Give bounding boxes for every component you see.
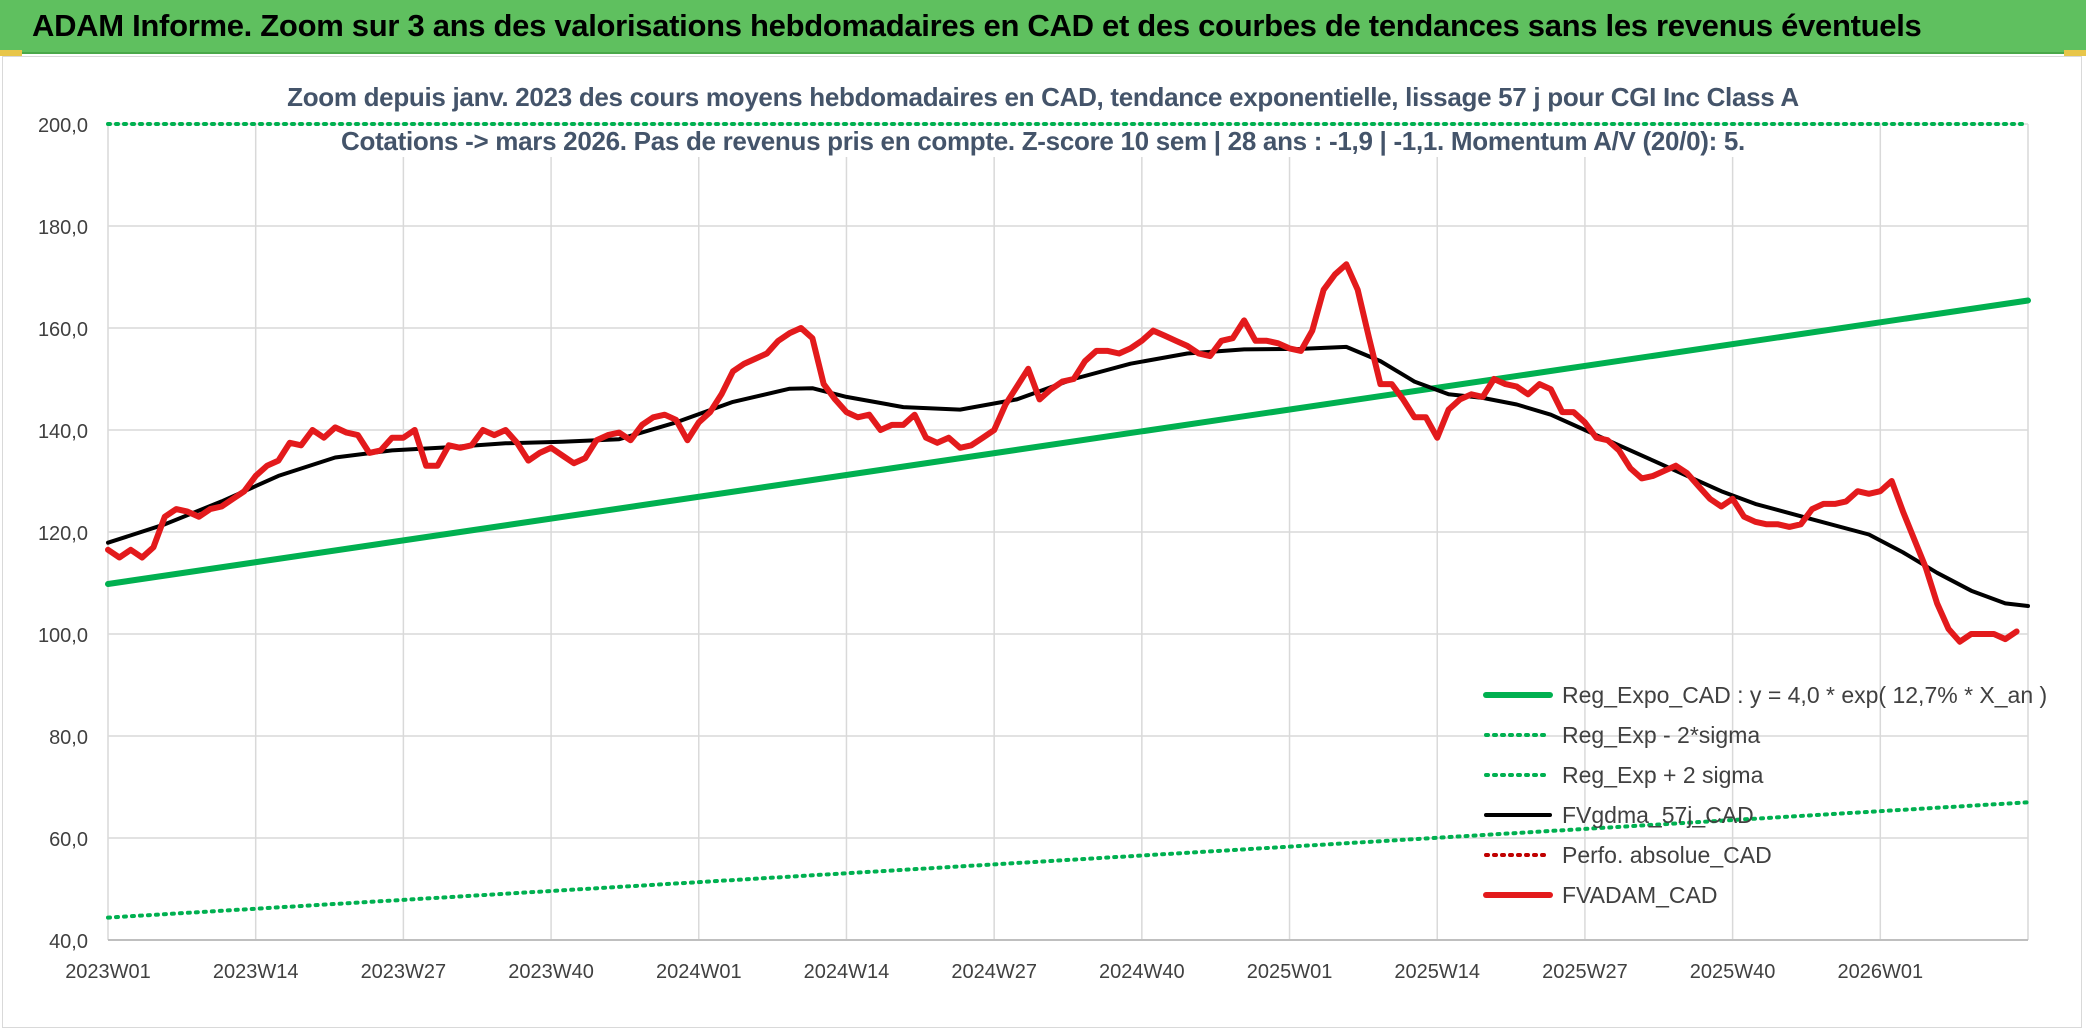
series-layer: [105, 122, 2031, 920]
x-tick-label: 2024W01: [656, 961, 742, 983]
x-tick-label: 2024W40: [1099, 961, 1185, 983]
chart-title-line: Zoom depuis janv. 2023 des cours moyens …: [0, 82, 2086, 113]
x-tick-label: 2023W27: [361, 961, 447, 983]
chart-area-border: [2, 56, 2082, 1028]
x-tick-label: 2025W01: [1247, 961, 1333, 983]
legend: Reg_Expo_CAD : y = 4,0 * exp( 12,7% * X_…: [1483, 682, 2047, 908]
banner-title: ADAM Informe. Zoom sur 3 ans des valoris…: [32, 8, 1922, 43]
series-line-reg-expo-cad-y-4-0-exp-12-7-x-an: [105, 297, 2031, 587]
chart-subtitle-line: Cotations -> mars 2026. Pas de revenus p…: [0, 126, 2086, 157]
axes: 40,0 60,0 80,0 100,0 120,0 140,0 160,0 180,0 200…: [38, 115, 2028, 983]
legend-entry: Reg_Exp - 2*sigma: [1562, 722, 1760, 748]
x-tick-label: 2025W40: [1690, 961, 1776, 983]
banner-corner-mark-left: [0, 50, 22, 56]
x-tick-label: 2023W01: [65, 961, 151, 983]
y-tick-label: 60,0: [49, 829, 88, 851]
y-tick-label: 180,0: [38, 217, 88, 239]
y-tick-label: 80,0: [49, 727, 88, 749]
y-tick-label: 160,0: [38, 319, 88, 341]
y-tick-label: 200,0: [38, 115, 88, 137]
x-tick-label: 2024W14: [804, 961, 890, 983]
x-tick-label: 2026W01: [1837, 961, 1923, 983]
grid: [107, 123, 2029, 941]
legend-entry: Perfo. absolue_CAD: [1562, 842, 1772, 868]
y-tick-label: 100,0: [38, 625, 88, 647]
x-tick-label: 2023W14: [213, 961, 299, 983]
series-line-reg-exp-2-sigma: [106, 800, 2030, 920]
legend-entry: FVgdma_57j_CAD: [1562, 802, 1754, 828]
legend-entry: FVADAM_CAD: [1562, 882, 1718, 908]
y-tick-label: 120,0: [38, 523, 88, 545]
x-tick-label: 2025W27: [1542, 961, 1628, 983]
banner-corner-mark-right: [2064, 50, 2086, 56]
report-banner: ADAM Informe. Zoom sur 3 ans des valoris…: [0, 0, 2086, 54]
chart-subtitle: Cotations -> mars 2026. Pas de revenus p…: [329, 126, 1757, 157]
legend-entry: Reg_Expo_CAD : y = 4,0 * exp( 12,7% * X_…: [1562, 682, 2047, 708]
y-tick-label: 40,0: [49, 931, 88, 953]
x-tick-label: 2023W40: [508, 961, 594, 983]
legend-entry: Reg_Exp + 2 sigma: [1562, 762, 1764, 788]
x-tick-label: 2025W14: [1394, 961, 1480, 983]
y-tick-label: 140,0: [38, 421, 88, 443]
chart-title: Zoom depuis janv. 2023 des cours moyens …: [275, 82, 1811, 113]
series-line-fvadam-cad: [105, 261, 2020, 645]
series-line-fvgdma-57j-cad: [106, 344, 2030, 608]
x-tick-label: 2024W27: [951, 961, 1037, 983]
